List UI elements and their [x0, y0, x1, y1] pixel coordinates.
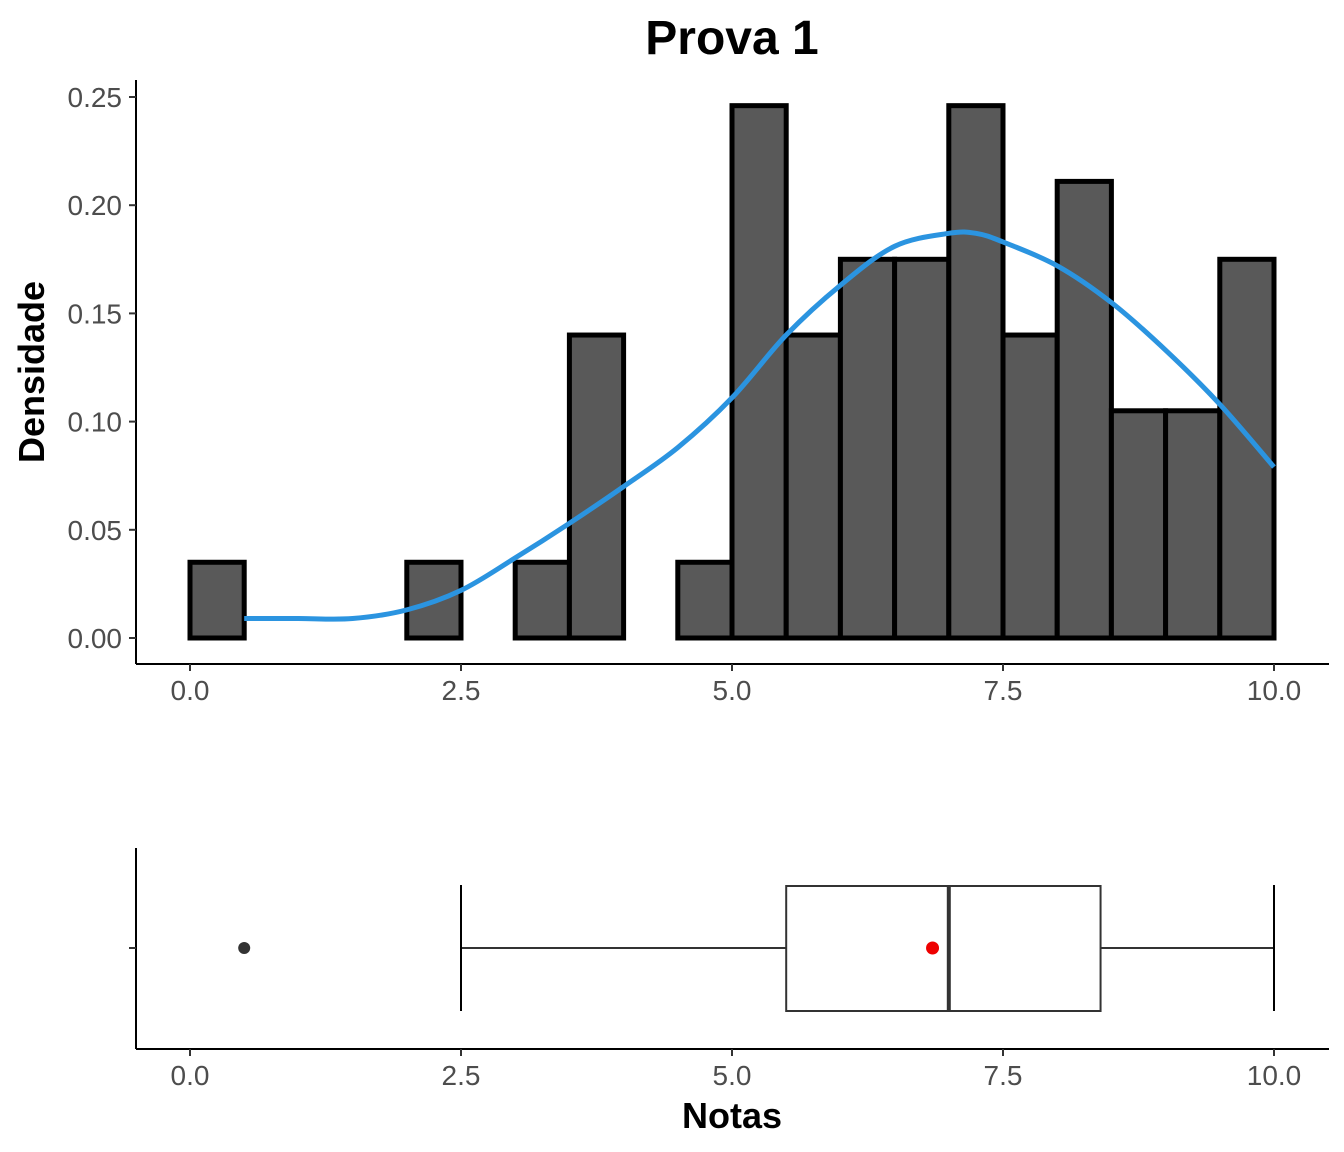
- x-tick-label: 2.5: [442, 1060, 481, 1091]
- histogram-bar: [1163, 408, 1223, 641]
- y-tick-label: 0.10: [68, 407, 123, 438]
- histogram-bar: [566, 332, 627, 641]
- x-tick-label: 0.0: [171, 675, 210, 706]
- chart-title: Prova 1: [645, 12, 818, 65]
- histogram-bar: [729, 103, 789, 641]
- y-tick-label: 0.15: [68, 298, 123, 329]
- histogram-bar: [675, 559, 735, 641]
- boxplot-x-ticks: 0.0 2.5 5.0 7.5 10.0: [171, 1049, 1302, 1091]
- x-tick-label: 10.0: [1247, 1060, 1302, 1091]
- x-tick-label: 5.0: [713, 675, 752, 706]
- x-tick-label: 5.0: [713, 1060, 752, 1091]
- histogram-y-ticks: 0.00 0.05 0.10 0.15 0.20 0.25: [68, 82, 136, 654]
- outlier-point: [238, 942, 251, 954]
- histogram-bar: [1054, 178, 1114, 641]
- histogram-bar: [837, 256, 898, 641]
- mean-point: [926, 941, 940, 955]
- x-tick-label: 0.0: [171, 1060, 210, 1091]
- y-tick-label: 0.20: [68, 190, 123, 221]
- x-axis-title: Notas: [682, 1095, 782, 1136]
- boxplot-panel: 0.0 2.5 5.0 7.5 10.0 Notas: [129, 848, 1329, 1136]
- histogram-bar: [1108, 408, 1169, 641]
- iqr-box: [785, 885, 1102, 1012]
- histogram-bar: [512, 559, 572, 641]
- y-axis-title: Densidade: [11, 281, 52, 463]
- histogram-bar: [946, 103, 1006, 641]
- histogram-bar: [1217, 256, 1277, 641]
- y-tick-label: 0.05: [68, 515, 123, 546]
- boxplot-elements: [238, 885, 1275, 1012]
- y-tick-label: 0.25: [68, 82, 123, 113]
- x-tick-label: 7.5: [984, 1060, 1023, 1091]
- x-tick-label: 10.0: [1247, 675, 1302, 706]
- histogram-panel: 0.00 0.05 0.10 0.15 0.20 0.25 0.0 2.5 5.0 7.5 10.…: [11, 80, 1329, 706]
- histogram-bar: [1000, 332, 1060, 641]
- density-curve: [244, 229, 1276, 622]
- histogram-bar: [783, 332, 843, 641]
- x-tick-label: 7.5: [984, 675, 1023, 706]
- histogram-bar: [892, 256, 952, 641]
- histogram-bar: [187, 559, 247, 641]
- histogram-x-ticks: 0.0 2.5 5.0 7.5 10.0: [171, 664, 1302, 706]
- histogram-bars: [187, 103, 1277, 641]
- y-tick-label: 0.00: [68, 623, 123, 654]
- x-tick-label: 2.5: [442, 675, 481, 706]
- histogram-bar: [404, 559, 464, 641]
